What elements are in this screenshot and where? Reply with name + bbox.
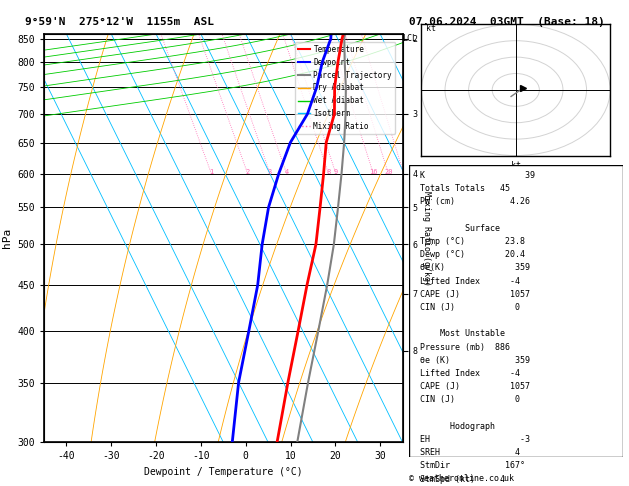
Text: 1: 1 (209, 169, 213, 174)
Text: 16: 16 (369, 169, 377, 174)
Text: kt: kt (426, 24, 436, 33)
Text: 8: 8 (326, 169, 331, 174)
Text: 9°59'N  275°12'W  1155m  ASL: 9°59'N 275°12'W 1155m ASL (25, 17, 214, 27)
Text: © weatheronline.co.uk: © weatheronline.co.uk (409, 474, 514, 483)
Text: 2: 2 (245, 169, 250, 174)
Text: 3: 3 (268, 169, 272, 174)
X-axis label: Dewpoint / Temperature (°C): Dewpoint / Temperature (°C) (144, 467, 303, 477)
Text: 20: 20 (384, 169, 392, 174)
Text: 07.06.2024  03GMT  (Base: 18): 07.06.2024 03GMT (Base: 18) (409, 17, 604, 27)
Y-axis label: hPa: hPa (2, 228, 12, 248)
X-axis label: kt: kt (511, 161, 521, 170)
Text: LCL: LCL (403, 34, 418, 43)
Y-axis label: Mixing Ratio (g/kg): Mixing Ratio (g/kg) (422, 191, 431, 286)
Text: 9: 9 (334, 169, 338, 174)
FancyBboxPatch shape (409, 165, 623, 457)
Legend: Temperature, Dewpoint, Parcel Trajectory, Dry Adiabat, Wet Adiabat, Isotherm, Mi: Temperature, Dewpoint, Parcel Trajectory… (295, 42, 395, 134)
Text: 4: 4 (284, 169, 289, 174)
Text: K                    39
Totals Totals   45
PW (cm)           4.26

         Surf: K 39 Totals Totals 45 PW (cm) 4.26 Surf (420, 171, 535, 484)
